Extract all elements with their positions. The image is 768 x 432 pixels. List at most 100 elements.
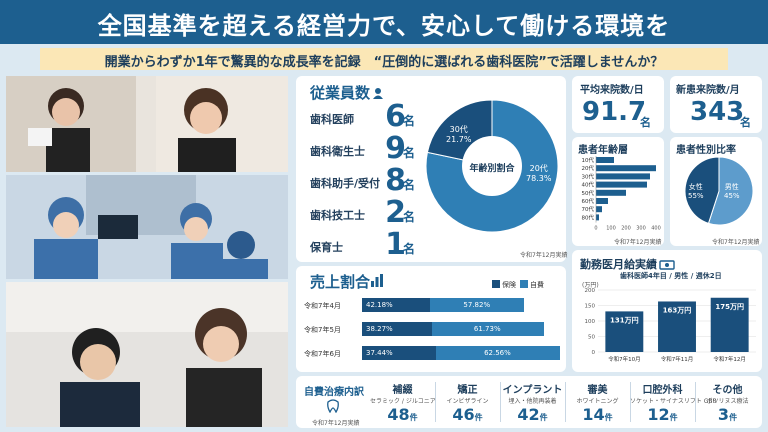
salary-bar — [710, 297, 749, 352]
self-pay-item-title: 審美 — [587, 385, 608, 396]
tooth-icon — [326, 398, 340, 414]
sales-self-bar — [436, 346, 560, 360]
self-pay-item-count: 46 — [452, 405, 475, 424]
new-patients-card — [670, 76, 762, 133]
age-tick-label: 100 — [606, 226, 616, 232]
patient-age-title: 患者年齢層 — [578, 145, 628, 156]
salary-tick-label: 200 — [585, 288, 596, 294]
employee-unit: 名 — [403, 210, 416, 224]
salary-category-label: 令和7年11月 — [661, 355, 694, 363]
self-pay-item-count: 14 — [582, 405, 605, 424]
age-pie-slice-0 — [425, 99, 559, 233]
salary-bar — [658, 301, 696, 352]
sales-self-pct: 57.82% — [463, 301, 491, 309]
self-pay-item-count-row: 14件 — [565, 405, 630, 424]
age-tick-label: 200 — [621, 226, 631, 232]
page-title: 全国基準を超える経営力で、安心して働ける環境を — [97, 11, 671, 40]
self-pay-divider — [435, 382, 436, 422]
self-pay-item-count: 12 — [647, 405, 670, 424]
subtitle-strip — [40, 48, 728, 70]
salary-tick-label: 100 — [585, 319, 596, 325]
sales-month-label: 令和7年4月 — [304, 302, 341, 310]
photo-staff-smiling — [6, 76, 288, 172]
employee-count: 2 — [385, 195, 406, 230]
self-pay-item-title: 矯正 — [457, 385, 478, 396]
visits-unit: 名 — [640, 116, 651, 129]
employee-role-label: 歯科助手/受付 — [310, 177, 381, 190]
age-category-label: 50代 — [582, 189, 595, 197]
self-pay-item: インプラント 埋入・他院再装着 42件 — [500, 381, 565, 424]
self-pay-item: その他 ボツリヌス療法 3件 — [695, 381, 760, 424]
person-icon — [372, 84, 384, 99]
self-pay-item: 口腔外科 ソケット・サイナスリフト GBR 12件 — [630, 381, 717, 424]
employee-count: 8 — [385, 163, 406, 198]
self-pay-item: 審美ホワイトニング 14件 — [565, 381, 630, 424]
employee-count: 9 — [385, 131, 406, 166]
age-category-label: 40代 — [582, 181, 595, 189]
sales-title: 売上割合 — [310, 273, 371, 291]
self-pay-item-unit: 件 — [669, 413, 678, 422]
age-bar — [596, 198, 608, 204]
salary-y-unit: (万円) — [582, 282, 599, 289]
self-pay-item-unit: 件 — [604, 413, 613, 422]
sales-self-bar — [430, 298, 525, 312]
salary-value-label: 163万円 — [663, 306, 692, 314]
self-pay-item-title: その他 — [712, 385, 743, 396]
sales-insurance-bar — [362, 346, 437, 360]
photo-treatment — [6, 175, 288, 279]
salary-value-label: 175万円 — [715, 303, 744, 311]
employee-unit: 名 — [403, 114, 416, 128]
self-pay-item-count-row: 46件 — [435, 405, 500, 424]
self-pay-divider — [695, 382, 696, 422]
employee-unit: 名 — [403, 242, 416, 256]
sales-insurance-bar — [362, 298, 431, 312]
sales-insurance-pct: 38.27% — [366, 325, 393, 333]
self-pay-item-detail: インビザライン — [446, 398, 489, 405]
age-bar — [596, 157, 614, 163]
age-category-label: 20代 — [582, 164, 595, 172]
age-bar — [596, 189, 626, 196]
sales-insurance-pct: 42.18% — [366, 301, 393, 309]
employee-role-label: 歯科医師 — [310, 113, 354, 126]
sales-self-pct: 61.73% — [473, 325, 501, 333]
patient-gender-title: 患者性別比率 — [676, 145, 736, 156]
employees-title: 従業員数 — [310, 84, 371, 102]
self-pay-item-count: 48 — [387, 405, 410, 424]
age-slice-30s-label: 30代 21.7% — [446, 125, 472, 144]
employee-role-label: 歯科衛生士 — [310, 145, 365, 158]
self-pay-item-count-row: 42件 — [500, 405, 565, 424]
self-pay-item-detail: 埋入・他院再装着 — [508, 398, 557, 405]
page-subtitle: 開業からわずか1年で驚異的な成長率を記録 “圧倒的に選ばれる歯科医院”で活躍しま… — [104, 55, 664, 70]
new-patients-value: 343 — [690, 97, 745, 127]
employee-count: 1 — [385, 227, 406, 262]
age-bar — [596, 165, 656, 172]
self-pay-item-title: 補綴 — [392, 385, 413, 396]
self-pay-note: 令和7年12月実績 — [312, 420, 360, 427]
self-pay-item-unit: 件 — [409, 413, 418, 422]
visits-card — [572, 76, 664, 133]
salary-tick-label: 150 — [585, 304, 596, 310]
gender-pie-slice-0 — [707, 156, 754, 226]
self-pay-item-count: 42 — [517, 405, 540, 424]
self-pay-title: 自費治療内訳 — [304, 387, 364, 398]
self-pay-item-detail: ソケット・サイナスリフト GBR — [630, 398, 717, 405]
title-banner — [0, 0, 768, 44]
employee-unit: 名 — [403, 146, 416, 160]
sales-month-label: 令和7年6月 — [304, 350, 341, 358]
sales-self-pct: 62.56% — [484, 349, 511, 357]
employee-unit: 名 — [403, 178, 416, 192]
gender-pie-slice-1 — [684, 156, 720, 224]
salary-subtitle: 歯科医師4年目 / 男性 / 週休2日 — [620, 272, 722, 280]
self-pay-item-detail: ホワイトニング — [576, 398, 619, 405]
self-pay-item-unit: 件 — [474, 413, 483, 422]
employee-role-label: 歯科技工士 — [310, 209, 365, 222]
self-pay-divider — [565, 382, 566, 422]
gender-pie-chart — [684, 156, 754, 226]
sales-insurance-bar — [362, 322, 432, 336]
salary-value-label: 131万円 — [610, 316, 639, 324]
self-pay-card — [296, 376, 762, 428]
patient-gender-note: 令和7年12月実績 — [712, 239, 760, 246]
age-bar — [596, 214, 599, 221]
self-pay-item-count: 3 — [717, 405, 730, 424]
self-pay-item: 補綴 セラミック / ジルコニア 48件 — [370, 381, 436, 424]
